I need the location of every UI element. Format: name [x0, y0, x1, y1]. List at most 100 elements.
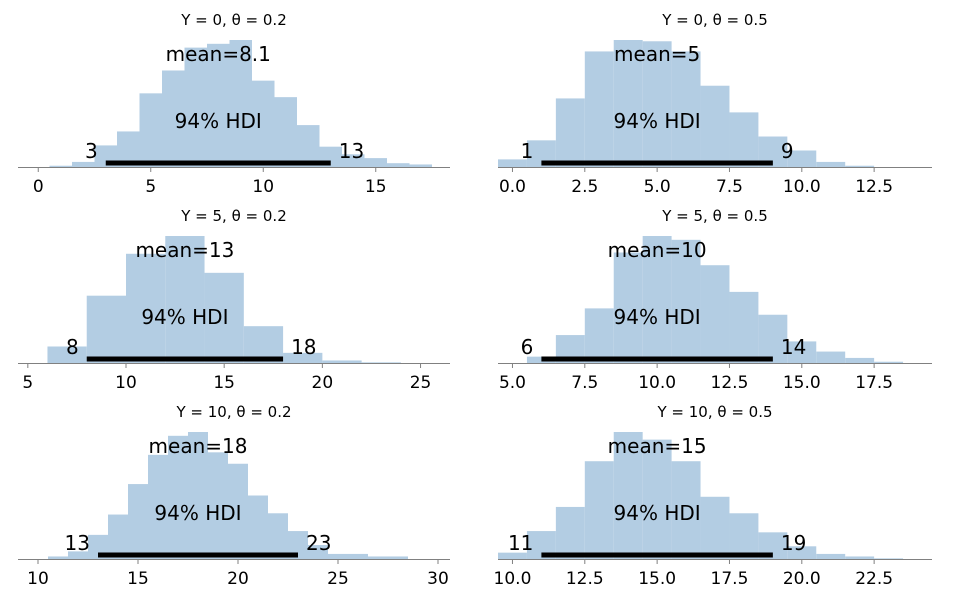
- histogram-bar: [671, 239, 701, 363]
- histogram-bar: [204, 272, 244, 363]
- histogram-bar: [342, 154, 365, 167]
- mean-label: mean=13: [135, 238, 234, 262]
- histogram-bar: [148, 454, 168, 559]
- x-tick-label: 10.0: [494, 569, 532, 589]
- histogram-bar: [874, 361, 904, 363]
- panel-1: Y = 0, θ = 0.2 0 5 10 15 3 13 94% HDI mean=8.1: [18, 11, 450, 197]
- x-tick-label: 5: [145, 177, 156, 197]
- histogram-bar: [613, 432, 643, 559]
- histogram-bar: [671, 461, 701, 559]
- x-tick-label: 5.0: [644, 177, 671, 197]
- mean-label: mean=8.1: [166, 42, 271, 66]
- histogram-bar: [700, 85, 730, 167]
- histogram-bar: [613, 252, 643, 363]
- histogram-bar: [361, 362, 401, 363]
- mean-label: mean=10: [608, 238, 707, 262]
- x-tick-label: 22.5: [855, 569, 893, 589]
- histogram-bar: [47, 346, 87, 363]
- mean-label: mean=5: [614, 42, 700, 66]
- histogram-bar: [816, 351, 846, 363]
- histogram-bar: [139, 93, 162, 167]
- x-tick-label: 5: [22, 373, 33, 393]
- hdi-low-label: 13: [65, 531, 90, 555]
- histogram-bar: [787, 150, 817, 167]
- hdi-caption: 94% HDI: [154, 501, 241, 525]
- histogram-bars: [48, 432, 408, 559]
- hdi-high-label: 14: [781, 335, 806, 359]
- histogram-bar: [188, 432, 208, 559]
- panel-2: Y = 0, θ = 0.5 0.0 2.5 5.0 7.5 10.0 12.5 1 9 94% …: [498, 11, 932, 197]
- histogram-bar: [162, 70, 185, 167]
- mean-label: mean=15: [608, 434, 707, 458]
- hdi-low-label: 6: [521, 335, 534, 359]
- histogram-bar: [364, 158, 387, 167]
- histogram-bar: [498, 552, 527, 559]
- hdi-low-label: 3: [85, 139, 98, 163]
- histogram-bar: [555, 506, 585, 559]
- histogram-bars: [47, 236, 401, 363]
- panel-title: Y = 5, θ = 0.2: [180, 207, 286, 225]
- histogram-bar: [584, 51, 614, 167]
- x-tick-label: 15: [127, 569, 149, 589]
- panel-title: Y = 0, θ = 0.5: [661, 11, 767, 29]
- x-tick-label: 12.5: [855, 177, 893, 197]
- histogram-bar: [68, 551, 88, 559]
- histogram-bar: [845, 165, 875, 167]
- hdi-high-label: 18: [291, 335, 316, 359]
- histogram-bar: [816, 161, 846, 167]
- histogram-bar: [48, 556, 68, 559]
- histogram-bar: [729, 291, 759, 363]
- x-tick-label: 0: [33, 177, 44, 197]
- histogram-bars: [526, 236, 904, 363]
- hdi-caption: 94% HDI: [614, 109, 701, 133]
- histogram-bar: [758, 314, 788, 363]
- histogram-bar: [642, 41, 672, 167]
- histogram-bar: [283, 352, 323, 363]
- x-tick-label: 10: [27, 569, 49, 589]
- x-tick-label: 7.5: [571, 373, 598, 393]
- hdi-high-label: 19: [781, 531, 806, 555]
- hdi-low-label: 11: [508, 531, 533, 555]
- histogram-bar: [671, 51, 701, 167]
- histogram-bar: [207, 43, 230, 168]
- histogram-bar: [729, 513, 759, 559]
- x-tick-label: 5.0: [499, 373, 526, 393]
- hdi-high-label: 23: [306, 531, 331, 555]
- histogram-bars: [498, 40, 875, 167]
- hdi-caption: 94% HDI: [141, 305, 228, 329]
- histogram-bar: [555, 98, 585, 167]
- histogram-bar: [108, 514, 128, 559]
- histogram-bar: [845, 357, 875, 363]
- x-tick-label: 15: [213, 373, 235, 393]
- histogram-bar: [308, 545, 328, 559]
- panel-6: Y = 10, θ = 0.5 10.0 12.5 15.0 17.5 20.0 22.5 1…: [494, 403, 932, 589]
- panel-4: Y = 5, θ = 0.5 5.0 7.5 10.0 12.5 15.0 17.5 6 14 9…: [498, 207, 932, 393]
- x-tick-label: 0.0: [499, 177, 526, 197]
- x-tick-label: 15: [365, 177, 387, 197]
- x-tick-label: 30: [427, 569, 449, 589]
- histogram-bar: [128, 484, 148, 559]
- histogram-bar: [248, 495, 268, 559]
- x-tick-label: 20.0: [783, 569, 821, 589]
- histogram-bars: [498, 432, 904, 559]
- hdi-caption: 94% HDI: [614, 501, 701, 525]
- histogram-bar: [297, 125, 320, 167]
- x-tick-label: 10: [252, 177, 274, 197]
- x-tick-label: 10.0: [783, 177, 821, 197]
- histogram-bar: [228, 463, 248, 559]
- histogram-bar: [322, 360, 362, 363]
- mean-label: mean=18: [149, 434, 248, 458]
- histogram-bar: [274, 97, 297, 167]
- histogram-bar: [584, 308, 614, 363]
- histogram-bar: [845, 556, 875, 559]
- hdi-high-label: 9: [781, 139, 794, 163]
- histogram-bar: [613, 40, 643, 167]
- histogram-bar: [288, 531, 308, 559]
- panel-3: Y = 5, θ = 0.2 5 10 15 20 25 8 18 94% HDI mean=13: [18, 207, 450, 393]
- x-tick-label: 2.5: [571, 177, 598, 197]
- panel-title: Y = 0, θ = 0.2: [180, 11, 286, 29]
- histogram-bar: [498, 159, 527, 167]
- hdi-high-label: 13: [339, 139, 364, 163]
- x-tick-label: 15.0: [638, 569, 676, 589]
- histogram-bar: [816, 553, 846, 559]
